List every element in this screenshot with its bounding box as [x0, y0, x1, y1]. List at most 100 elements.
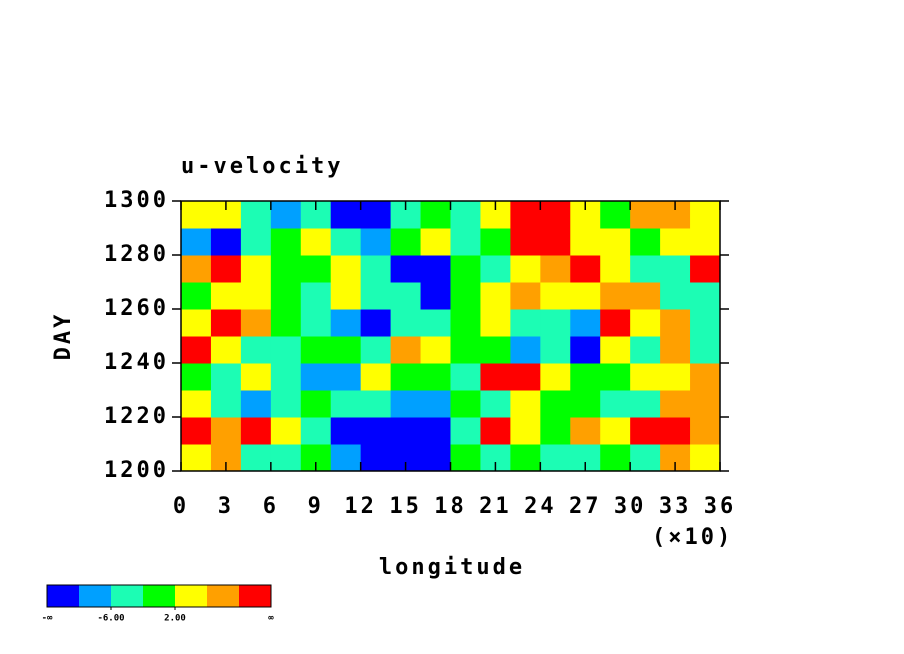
contour-cell	[330, 228, 362, 256]
contour-cell	[360, 309, 392, 337]
contour-cell	[300, 336, 332, 364]
contour-cell	[300, 282, 332, 310]
contour-cell	[330, 336, 362, 364]
contour-cell	[330, 417, 362, 445]
contour-cell	[540, 336, 571, 364]
contour-cell	[630, 228, 661, 256]
contour-cell	[270, 390, 302, 418]
colorbar-box	[175, 585, 207, 607]
contour-cell	[450, 363, 481, 391]
contour-cell	[360, 417, 392, 445]
x-tick-label: 9	[308, 494, 324, 519]
contour-cell	[390, 255, 422, 283]
contour-cell	[660, 417, 691, 445]
y-tick-label: 1300	[104, 188, 169, 213]
contour-cell	[690, 228, 721, 256]
contour-cell	[540, 228, 571, 256]
contour-cell	[390, 309, 422, 337]
contour-cell	[690, 201, 721, 229]
contour-cell	[540, 363, 571, 391]
colorbar-box	[239, 585, 271, 607]
contour-cell	[360, 282, 392, 310]
contour-cell	[540, 309, 571, 337]
contour-cell	[300, 309, 332, 337]
contour-cell	[270, 309, 302, 337]
contour-cell	[510, 282, 541, 310]
colorbar-box	[143, 585, 175, 607]
contour-cell	[570, 228, 601, 256]
contour-cell	[330, 201, 362, 229]
contour-cell	[181, 282, 212, 310]
x-tick-label: 3	[218, 494, 234, 519]
contour-cell	[240, 201, 272, 229]
x-tick-label: 30	[614, 494, 647, 519]
contour-cell	[210, 282, 242, 310]
contour-cell	[510, 363, 541, 391]
contour-cell	[450, 309, 481, 337]
contour-cell	[181, 336, 212, 364]
contour-cell	[660, 255, 691, 283]
contour-cell	[480, 228, 511, 256]
contour-cell	[210, 255, 242, 283]
colorbar-box	[111, 585, 143, 607]
contour-cell	[181, 417, 212, 445]
y-axis-label: DAY	[51, 312, 76, 361]
colorbar-label: ∞	[268, 614, 274, 624]
contour-cell	[181, 309, 212, 337]
contour-cell	[540, 201, 571, 229]
contour-cell	[330, 390, 362, 418]
contour-cell	[450, 336, 481, 364]
contour-cell	[690, 255, 721, 283]
contour-cell	[570, 390, 601, 418]
contour-cell	[360, 255, 392, 283]
contour-cell	[240, 444, 272, 472]
contour-cell	[420, 282, 451, 310]
contour-cell	[360, 363, 392, 391]
contour-cell	[690, 336, 721, 364]
contour-cell	[600, 228, 631, 256]
contour-cell	[660, 390, 691, 418]
contour-cell	[510, 309, 541, 337]
colorbar-frame	[46, 584, 272, 608]
contour-cell	[630, 255, 661, 283]
x-tick-label: 33	[659, 494, 692, 519]
contour-cell	[390, 390, 422, 418]
contour-cell	[390, 282, 422, 310]
contour-cell	[570, 336, 601, 364]
contour-cell	[450, 255, 481, 283]
y-tick-label: 1220	[104, 404, 169, 429]
contour-cell	[390, 363, 422, 391]
x-tick-label: 27	[569, 494, 602, 519]
contour-cell	[270, 336, 302, 364]
contour-cell	[360, 444, 392, 472]
contour-cell	[630, 390, 661, 418]
chart-title: u-velocity	[181, 154, 343, 179]
x-axis-label: longitude	[379, 555, 525, 580]
contour-cell	[570, 255, 601, 283]
contour-cell	[480, 255, 511, 283]
contour-cell	[240, 417, 272, 445]
x-scale-label: (×10)	[652, 525, 733, 550]
contour-cell	[420, 228, 451, 256]
colorbar-label: -∞	[42, 614, 53, 624]
contour-cell	[360, 201, 392, 229]
contour-cell	[600, 363, 631, 391]
contour-cell	[181, 444, 212, 472]
contour-cell	[570, 282, 601, 310]
contour-cell	[690, 309, 721, 337]
contour-cell	[420, 444, 451, 472]
contour-cell	[570, 417, 601, 445]
x-tick-label: 0	[173, 494, 189, 519]
contour-cell	[690, 444, 721, 472]
contour-cell	[450, 201, 481, 229]
contour-field	[181, 201, 721, 472]
contour-cell	[690, 363, 721, 391]
contour-cell	[210, 390, 242, 418]
colorbar-label: -6.00	[97, 614, 124, 624]
colorbar-box	[47, 585, 79, 607]
contour-cell	[540, 444, 571, 472]
contour-cell	[690, 417, 721, 445]
contour-cell	[390, 336, 422, 364]
contour-cell	[300, 363, 332, 391]
